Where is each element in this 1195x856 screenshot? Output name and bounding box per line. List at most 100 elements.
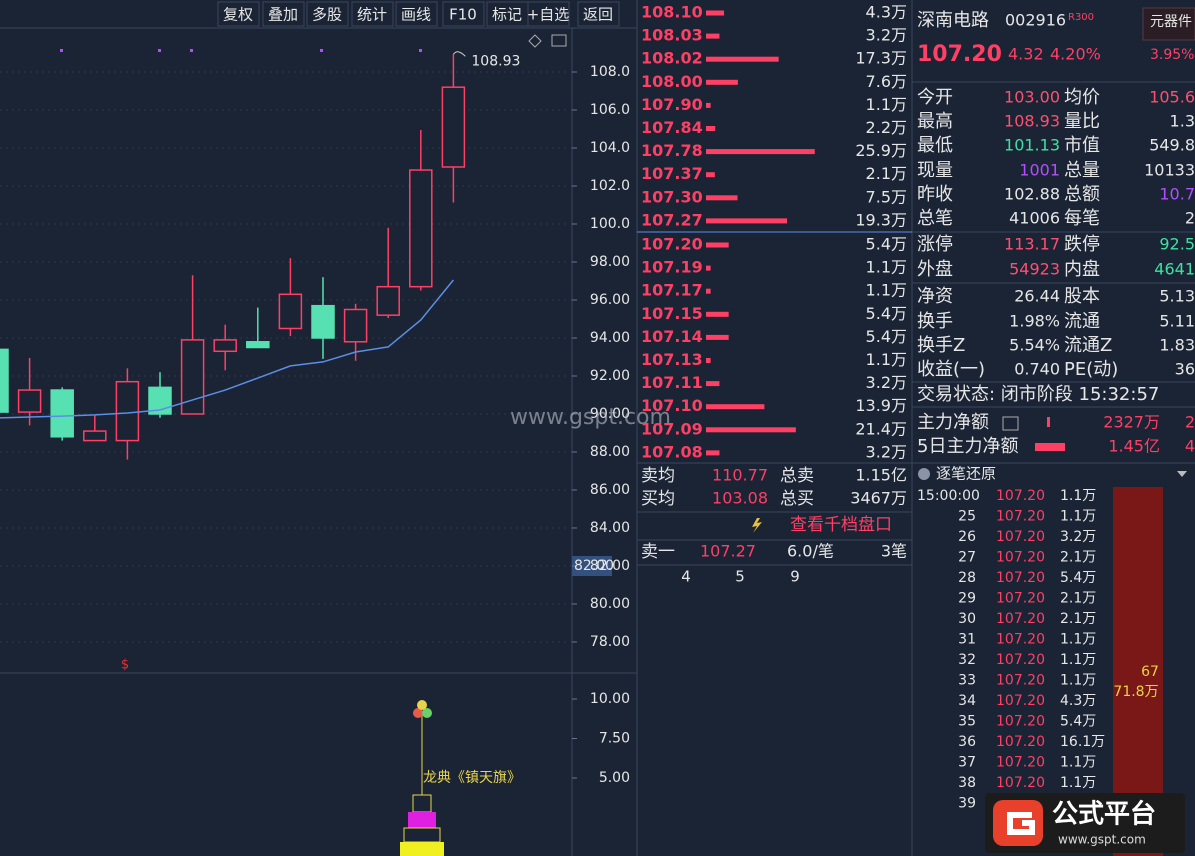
stat-value: 105.6 <box>1149 88 1195 107</box>
toolbar-label[interactable]: 标记 <box>492 6 522 24</box>
candle-body <box>409 169 433 288</box>
flow-bar <box>1047 417 1050 427</box>
tick-volume: 1.1万 <box>1060 775 1096 791</box>
book-volume: 19.3万 <box>855 210 907 229</box>
stat-label: 外盘 <box>917 259 953 280</box>
toolbar-button[interactable] <box>306 1 349 27</box>
book-price: 107.37 <box>641 164 703 183</box>
toolbar-label[interactable]: 统计 <box>357 6 387 24</box>
stat-label: 流通 <box>1064 311 1100 332</box>
logo-title: 公式平台 <box>1052 799 1156 830</box>
summary-label: 总买 <box>780 489 814 509</box>
change-pct: 4.20% <box>1050 45 1101 64</box>
tick-volume: 5.4万 <box>1060 714 1096 730</box>
book-volume: 2.2万 <box>866 118 907 137</box>
book-volume: 17.3万 <box>855 49 907 68</box>
toolbar-label[interactable]: 画线 <box>401 6 431 24</box>
toolbar-button[interactable] <box>527 1 570 27</box>
stat-value: 5.54% <box>1009 336 1060 355</box>
tick-volume: 1.1万 <box>1060 632 1096 648</box>
tick-price: 107.20 <box>996 775 1045 791</box>
tick-volume: 1.1万 <box>1060 652 1096 668</box>
book-bar <box>706 33 720 39</box>
crosshair-box <box>572 556 612 576</box>
tick-time: 34 <box>958 693 976 709</box>
candle-body <box>246 341 270 349</box>
stat-label: 换手Z <box>917 335 965 356</box>
book-price: 107.11 <box>641 373 703 392</box>
book-volume: 3.2万 <box>866 26 907 45</box>
book-price: 108.02 <box>641 49 703 68</box>
tick-time: 25 <box>958 509 976 525</box>
book-bar <box>706 56 779 62</box>
ticks-title: 逐笔还原 <box>936 465 996 483</box>
toolbar-button[interactable] <box>262 1 305 27</box>
tick-price: 107.20 <box>996 714 1045 730</box>
stat-value: 4641 <box>1154 260 1195 279</box>
bar-volume: 71.8万 <box>1113 684 1158 700</box>
y-tick-label: 106.0 <box>590 102 630 118</box>
flow-bar <box>1035 443 1065 451</box>
stat-label: 均价 <box>1064 87 1100 108</box>
toolbar-button[interactable] <box>486 1 529 27</box>
tick-volume: 2.1万 <box>1060 550 1096 566</box>
change: 4.32 <box>1008 45 1044 64</box>
tick-time: 30 <box>958 611 976 627</box>
tick-volume: 1.1万 <box>1060 755 1096 771</box>
toolbar-label[interactable]: 复权 <box>223 6 253 24</box>
book-bar <box>706 102 711 108</box>
stat-label: 现量 <box>917 160 953 181</box>
tick-price: 107.20 <box>996 570 1045 586</box>
book-bar <box>706 334 729 340</box>
book-price: 107.30 <box>641 187 703 206</box>
candle-body <box>17 389 42 413</box>
toolbar-button[interactable] <box>577 1 620 27</box>
book-price: 107.90 <box>641 95 703 114</box>
book-price: 107.19 <box>641 258 703 277</box>
tick-price: 107.20 <box>996 673 1045 689</box>
book-volume: 1.1万 <box>866 281 907 300</box>
y-tick-label: 80.00 <box>590 596 630 612</box>
book-bar <box>706 311 729 317</box>
y-tick-label: 7.50 <box>599 730 630 746</box>
candle-body <box>0 348 9 413</box>
book-bar <box>706 195 738 201</box>
logo-icon <box>993 800 1043 846</box>
first-label: 卖一 <box>641 542 675 562</box>
stat-value: 5.11 <box>1159 312 1195 331</box>
tick-volume: 16.1万 <box>1060 734 1105 750</box>
toolbar-label[interactable]: 返回 <box>583 6 613 24</box>
toolbar-label[interactable]: F10 <box>449 6 477 24</box>
depth-link[interactable]: 查看千档盘口 <box>790 515 892 535</box>
toolbar-label[interactable]: 多股 <box>312 6 342 24</box>
high-label: 108.93 <box>471 53 520 69</box>
stat-label: 收益(一) <box>917 359 985 380</box>
book-bar <box>706 358 711 363</box>
stat-value: 1.3 <box>1170 112 1195 131</box>
flow-value: 2 <box>1185 413 1195 432</box>
toolbar-button[interactable] <box>442 1 485 27</box>
tick-time: 28 <box>958 570 976 586</box>
toolbar-label[interactable]: 叠加 <box>268 6 298 24</box>
stat-value: 101.13 <box>1004 136 1060 155</box>
toolbar-button[interactable] <box>395 1 438 27</box>
toolbar-label[interactable]: +自选 <box>527 6 570 24</box>
dropdown-icon[interactable] <box>1177 471 1187 477</box>
lightning-icon <box>752 518 762 533</box>
toolbar-button[interactable] <box>217 1 260 27</box>
tick-volume: 2.1万 <box>1060 591 1096 607</box>
book-bar <box>706 149 815 155</box>
stat-label: 换手 <box>917 311 953 332</box>
tick-price: 107.20 <box>996 734 1045 750</box>
stock-code: 002916 <box>1005 11 1066 30</box>
quote-dividers <box>912 81 1195 464</box>
order-count: 5 <box>735 568 745 586</box>
stat-value: 2 <box>1185 209 1195 228</box>
y-tick-label: 5.00 <box>599 770 630 786</box>
book-bar <box>706 10 725 16</box>
stat-label: 流通Z <box>1064 335 1112 356</box>
signal-dots <box>60 49 422 52</box>
toolbar-button[interactable] <box>351 1 394 27</box>
